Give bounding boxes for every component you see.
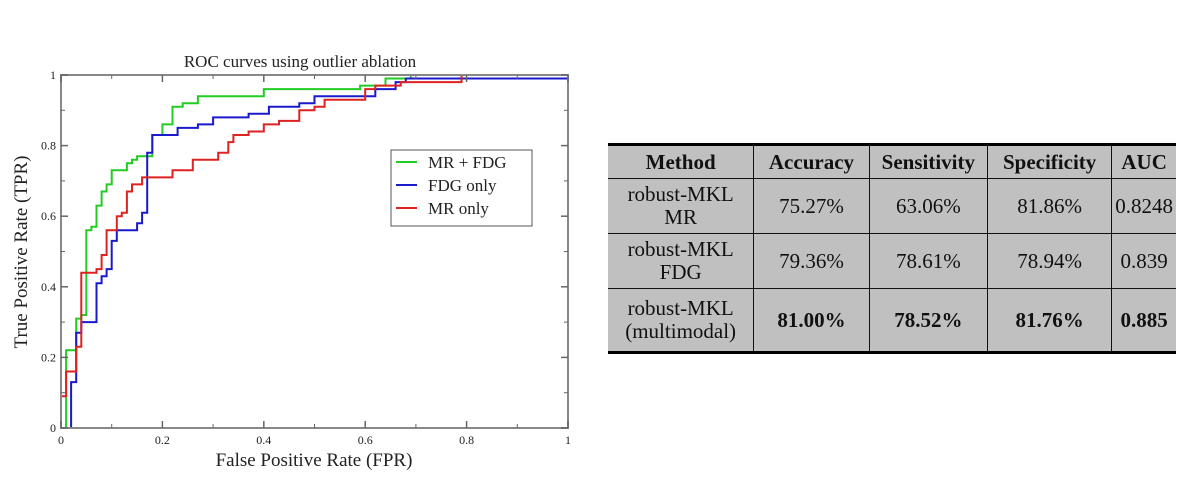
x-tick-label: 0.6 (358, 433, 373, 447)
table-row: robust-MKL (multimodal) 81.00% 78.52% 81.… (608, 288, 1176, 353)
method-cell: robust-MKL FDG (627, 237, 734, 284)
x-axis-label: False Positive Rate (FPR) (216, 450, 413, 471)
auc-cell: 0.8248 (1111, 178, 1176, 234)
y-tick-label: 0 (50, 421, 56, 435)
accuracy-cell: 79.36% (753, 233, 870, 289)
specificity-cell: 78.94% (987, 233, 1112, 289)
auc-cell: 0.885 (1111, 288, 1176, 353)
sensitivity-cell: 78.52% (868, 288, 988, 353)
method-cell: robust-MKL (multimodal) (625, 296, 737, 343)
header-specificity: Specificity (987, 144, 1112, 179)
x-tick-label: 0 (58, 433, 64, 447)
axis-ticks: 0 0.2 0.4 0.6 0.8 1 0 0.2 0.4 0.6 0.8 1 (41, 68, 571, 447)
legend-label: MR + FDG (428, 153, 507, 172)
chart-title: ROC curves using outlier ablation (184, 52, 417, 71)
header-sensitivity: Sensitivity (868, 144, 988, 179)
x-tick-label: 0.2 (155, 433, 170, 447)
plot-frame (60, 74, 569, 429)
curve-mr-fdg (61, 74, 568, 429)
legend: MR + FDG FDG only MR only (390, 149, 533, 227)
sensitivity-cell: 78.61% (868, 233, 988, 289)
accuracy-cell: 75.27% (753, 178, 870, 234)
roc-chart: ROC curves using outlier ablation 0 0.2 0.… (11, 52, 571, 471)
header-auc: AUC (1111, 144, 1176, 179)
header-accuracy: Accuracy (753, 144, 870, 179)
accuracy-cell: 81.00% (753, 288, 870, 353)
table-row: robust-MKL FDG 79.36% 78.61% 78.94% 0.839 (608, 233, 1176, 289)
method-cell: robust-MKL MR (627, 182, 734, 229)
x-tick-label: 0.8 (459, 433, 474, 447)
curve-fdg-only (61, 77, 568, 429)
results-table-container: Method Accuracy Sensitivity Specificity … (608, 143, 1176, 354)
legend-label: FDG only (428, 176, 497, 195)
specificity-cell: 81.76% (987, 288, 1112, 353)
legend-label: MR only (428, 199, 489, 218)
y-axis-label: True Positive Rate (TPR) (11, 156, 32, 349)
y-tick-label: 1 (50, 68, 56, 82)
y-tick-label: 0.6 (41, 209, 56, 223)
curve-mr-only (60, 74, 568, 428)
sensitivity-cell: 63.06% (868, 178, 988, 234)
y-tick-label: 0.4 (41, 280, 56, 294)
x-tick-label: 1 (565, 433, 571, 447)
specificity-cell: 81.86% (987, 178, 1112, 234)
y-tick-label: 0.8 (41, 139, 56, 153)
x-tick-label: 0.4 (256, 433, 271, 447)
table-row: robust-MKL MR 75.27% 63.06% 81.86% 0.8248 (608, 178, 1176, 234)
results-table: Method Accuracy Sensitivity Specificity … (608, 143, 1176, 354)
roc-curves (60, 74, 568, 429)
y-tick-label: 0.2 (41, 350, 56, 364)
header-method: Method (608, 144, 754, 179)
auc-cell: 0.839 (1111, 233, 1176, 289)
